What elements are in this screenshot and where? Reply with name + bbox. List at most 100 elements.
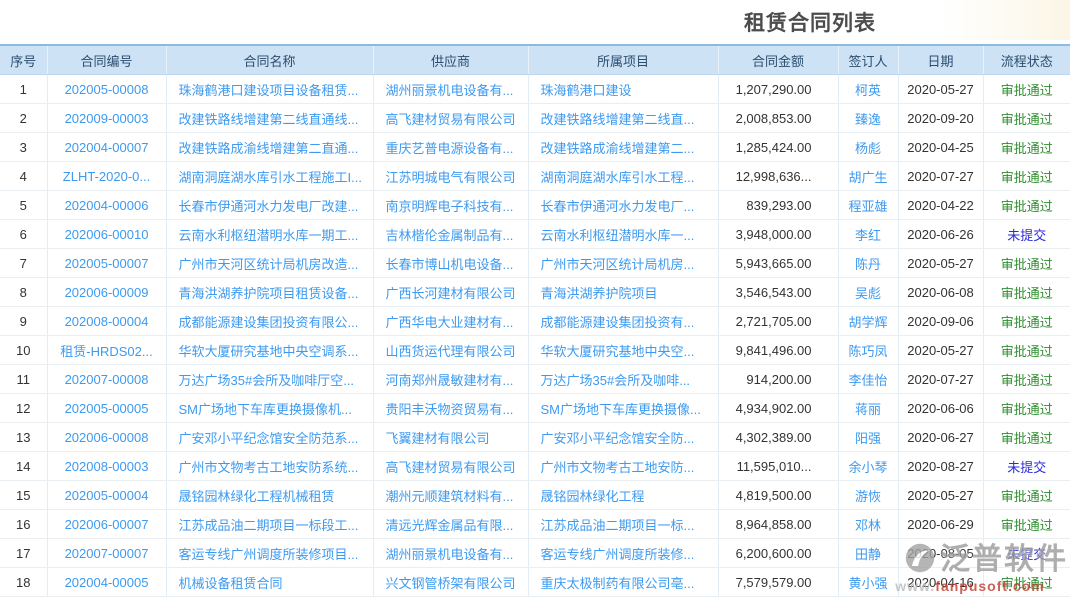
supplier-link[interactable]: 高飞建材贸易有限公司	[385, 111, 516, 127]
project-link[interactable]: 万达广场35#会所及咖啡...	[540, 372, 691, 388]
supplier-link[interactable]: 山西货运代理有限公司	[385, 343, 516, 359]
contract-no-link[interactable]: 202004-00006	[64, 197, 149, 213]
project-link[interactable]: 珠海鹤港口建设	[540, 82, 632, 98]
contract-name-link[interactable]: 机械设备租赁合同	[178, 575, 283, 591]
supplier-link[interactable]: 广西长河建材有限公司	[385, 285, 516, 301]
supplier-link[interactable]: 重庆艺普电源设备有...	[385, 140, 514, 156]
contract-no-cell: 202005-00005	[47, 393, 167, 423]
contract-no-link[interactable]: 202008-00004	[64, 313, 149, 329]
contract-no-link[interactable]: 202004-00005	[64, 574, 149, 590]
status-badge[interactable]: 未提交	[1007, 546, 1047, 562]
contract-name-link[interactable]: 万达广场35#会所及咖啡厅空...	[178, 372, 355, 388]
contract-no-link[interactable]: 202007-00008	[64, 371, 149, 387]
contract-name-link[interactable]: 长春市伊通河水力发电厂改建...	[178, 198, 359, 214]
project-link[interactable]: 成都能源建设集团投资有...	[540, 314, 695, 330]
contract-name-link[interactable]: 成都能源建设集团投资有限公...	[178, 314, 359, 330]
contract-no-link[interactable]: 202006-00008	[64, 429, 149, 445]
signer-link[interactable]: 陈巧凤	[848, 343, 888, 359]
contract-name-link[interactable]: 湖南洞庭湖水库引水工程施工I...	[178, 169, 362, 185]
signer-link[interactable]: 蒋丽	[854, 401, 881, 417]
contract-name-link[interactable]: 晟铭园林绿化工程机械租赁	[178, 488, 335, 504]
contract-no-link[interactable]: 202009-00003	[64, 110, 149, 126]
project-link[interactable]: 晟铭园林绿化工程	[540, 488, 645, 504]
contract-name-link[interactable]: 改建铁路线增建第二线直通线...	[178, 111, 359, 127]
signer-link[interactable]: 田静	[854, 546, 881, 562]
signer-link[interactable]: 陈丹	[854, 256, 881, 272]
contract-name-link[interactable]: 华软大厦研究基地中央空调系...	[178, 343, 359, 359]
signer-link[interactable]: 阳强	[854, 430, 881, 446]
contract-no-link[interactable]: 202005-00008	[64, 81, 149, 97]
status-badge: 审批通过	[1000, 256, 1053, 272]
contract-name-link[interactable]: 广州市天河区统计局机房改造...	[178, 256, 359, 272]
project-link[interactable]: 青海洪湖养护院项目	[540, 285, 658, 301]
signer-link[interactable]: 余小琴	[848, 459, 888, 475]
contract-name-cell: 万达广场35#会所及咖啡厅空...	[166, 364, 374, 394]
project-link[interactable]: 重庆太极制药有限公司亳...	[540, 575, 695, 591]
project-link[interactable]: SM广场地下车库更换摄像...	[540, 401, 701, 417]
supplier-link[interactable]: 吉林楷伦金属制品有...	[385, 227, 514, 243]
supplier-cell: 南京明辉电子科技有...	[373, 190, 529, 220]
contract-no-link[interactable]: 202007-00007	[64, 545, 149, 561]
contract-no-link[interactable]: 202005-00007	[64, 255, 149, 271]
contract-no-link[interactable]: 202006-00007	[64, 516, 149, 532]
project-link[interactable]: 江苏成品油二期项目一标...	[540, 517, 695, 533]
contract-no-link[interactable]: 202008-00003	[64, 458, 149, 474]
project-link[interactable]: 广安邓小平纪念馆安全防...	[540, 430, 695, 446]
signer-link[interactable]: 李佳怡	[848, 372, 888, 388]
contract-no-link[interactable]: ZLHT-2020-0...	[62, 168, 151, 184]
contract-no-link[interactable]: 202006-00009	[64, 284, 149, 300]
signer-cell: 余小琴	[838, 451, 899, 481]
status-badge: 审批通过	[1000, 169, 1053, 185]
project-link[interactable]: 长春市伊通河水力发电厂...	[540, 198, 695, 214]
contract-name-link[interactable]: 珠海鹤港口建设项目设备租赁...	[178, 82, 359, 98]
project-link[interactable]: 客运专线广州调度所装修...	[540, 546, 695, 562]
supplier-link[interactable]: 长春市博山机电设备...	[385, 256, 514, 272]
supplier-link[interactable]: 河南郑州晟敏建材有...	[385, 372, 514, 388]
supplier-link[interactable]: 湖州丽景机电设备有...	[385, 546, 514, 562]
signer-link[interactable]: 黄小强	[848, 575, 888, 591]
signer-link[interactable]: 游恢	[854, 488, 881, 504]
supplier-link[interactable]: 飞翼建材有限公司	[385, 430, 490, 446]
contract-no-link[interactable]: 202005-00004	[64, 487, 149, 503]
project-link[interactable]: 云南水利枢纽潜明水库一...	[540, 227, 695, 243]
status-badge[interactable]: 未提交	[1007, 227, 1047, 243]
contract-no-link[interactable]: 202006-00010	[64, 226, 149, 242]
signer-link[interactable]: 胡广生	[848, 169, 888, 185]
signer-link[interactable]: 邓林	[854, 517, 881, 533]
signer-link[interactable]: 臻逸	[854, 111, 881, 127]
signer-link[interactable]: 李红	[854, 227, 881, 243]
contract-name-link[interactable]: SM广场地下车库更换摄像机...	[178, 401, 352, 417]
supplier-link[interactable]: 江苏明城电气有限公司	[385, 169, 516, 185]
signer-link[interactable]: 胡学辉	[848, 314, 888, 330]
supplier-link[interactable]: 兴文钢管桥架有限公司	[385, 575, 516, 591]
signer-link[interactable]: 吴彪	[854, 285, 881, 301]
contract-name-link[interactable]: 云南水利枢纽潜明水库一期工...	[178, 227, 359, 243]
contract-name-link[interactable]: 青海洪湖养护院项目租赁设备...	[178, 285, 359, 301]
project-link[interactable]: 湖南洞庭湖水库引水工程...	[540, 169, 695, 185]
signer-link[interactable]: 程亚雄	[848, 198, 888, 214]
supplier-link[interactable]: 湖州丽景机电设备有...	[385, 82, 514, 98]
contract-no-link[interactable]: 租赁-HRDS02...	[60, 343, 153, 359]
signer-link[interactable]: 杨彪	[854, 140, 881, 156]
project-link[interactable]: 华软大厦研究基地中央空...	[540, 343, 695, 359]
status-badge[interactable]: 未提交	[1007, 459, 1047, 475]
contract-name-link[interactable]: 客运专线广州调度所装修项目...	[178, 546, 359, 562]
project-cell: 珠海鹤港口建设	[528, 74, 719, 104]
contract-name-link[interactable]: 广安邓小平纪念馆安全防范系...	[178, 430, 359, 446]
supplier-link[interactable]: 高飞建材贸易有限公司	[385, 459, 516, 475]
supplier-link[interactable]: 清远光辉金属品有限...	[385, 517, 514, 533]
contract-name-link[interactable]: 广州市文物考古工地安防系统...	[178, 459, 359, 475]
project-link[interactable]: 广州市天河区统计局机房...	[540, 256, 695, 272]
contract-name-link[interactable]: 江苏成品油二期项目一标段工...	[178, 517, 359, 533]
supplier-link[interactable]: 广西华电大业建材有...	[385, 314, 514, 330]
contract-name-link[interactable]: 改建铁路成渝线增建第二直通...	[178, 140, 359, 156]
project-link[interactable]: 改建铁路成渝线增建第二...	[540, 140, 695, 156]
signer-link[interactable]: 柯英	[854, 82, 881, 98]
contract-no-link[interactable]: 202004-00007	[64, 139, 149, 155]
contract-no-link[interactable]: 202005-00005	[64, 400, 149, 416]
supplier-link[interactable]: 贵阳丰沃物资贸易有...	[385, 401, 514, 417]
supplier-link[interactable]: 南京明辉电子科技有...	[385, 198, 514, 214]
supplier-link[interactable]: 潮州元顺建筑材料有...	[385, 488, 514, 504]
project-link[interactable]: 广州市文物考古工地安防...	[540, 459, 695, 475]
project-link[interactable]: 改建铁路线增建第二线直...	[540, 111, 695, 127]
